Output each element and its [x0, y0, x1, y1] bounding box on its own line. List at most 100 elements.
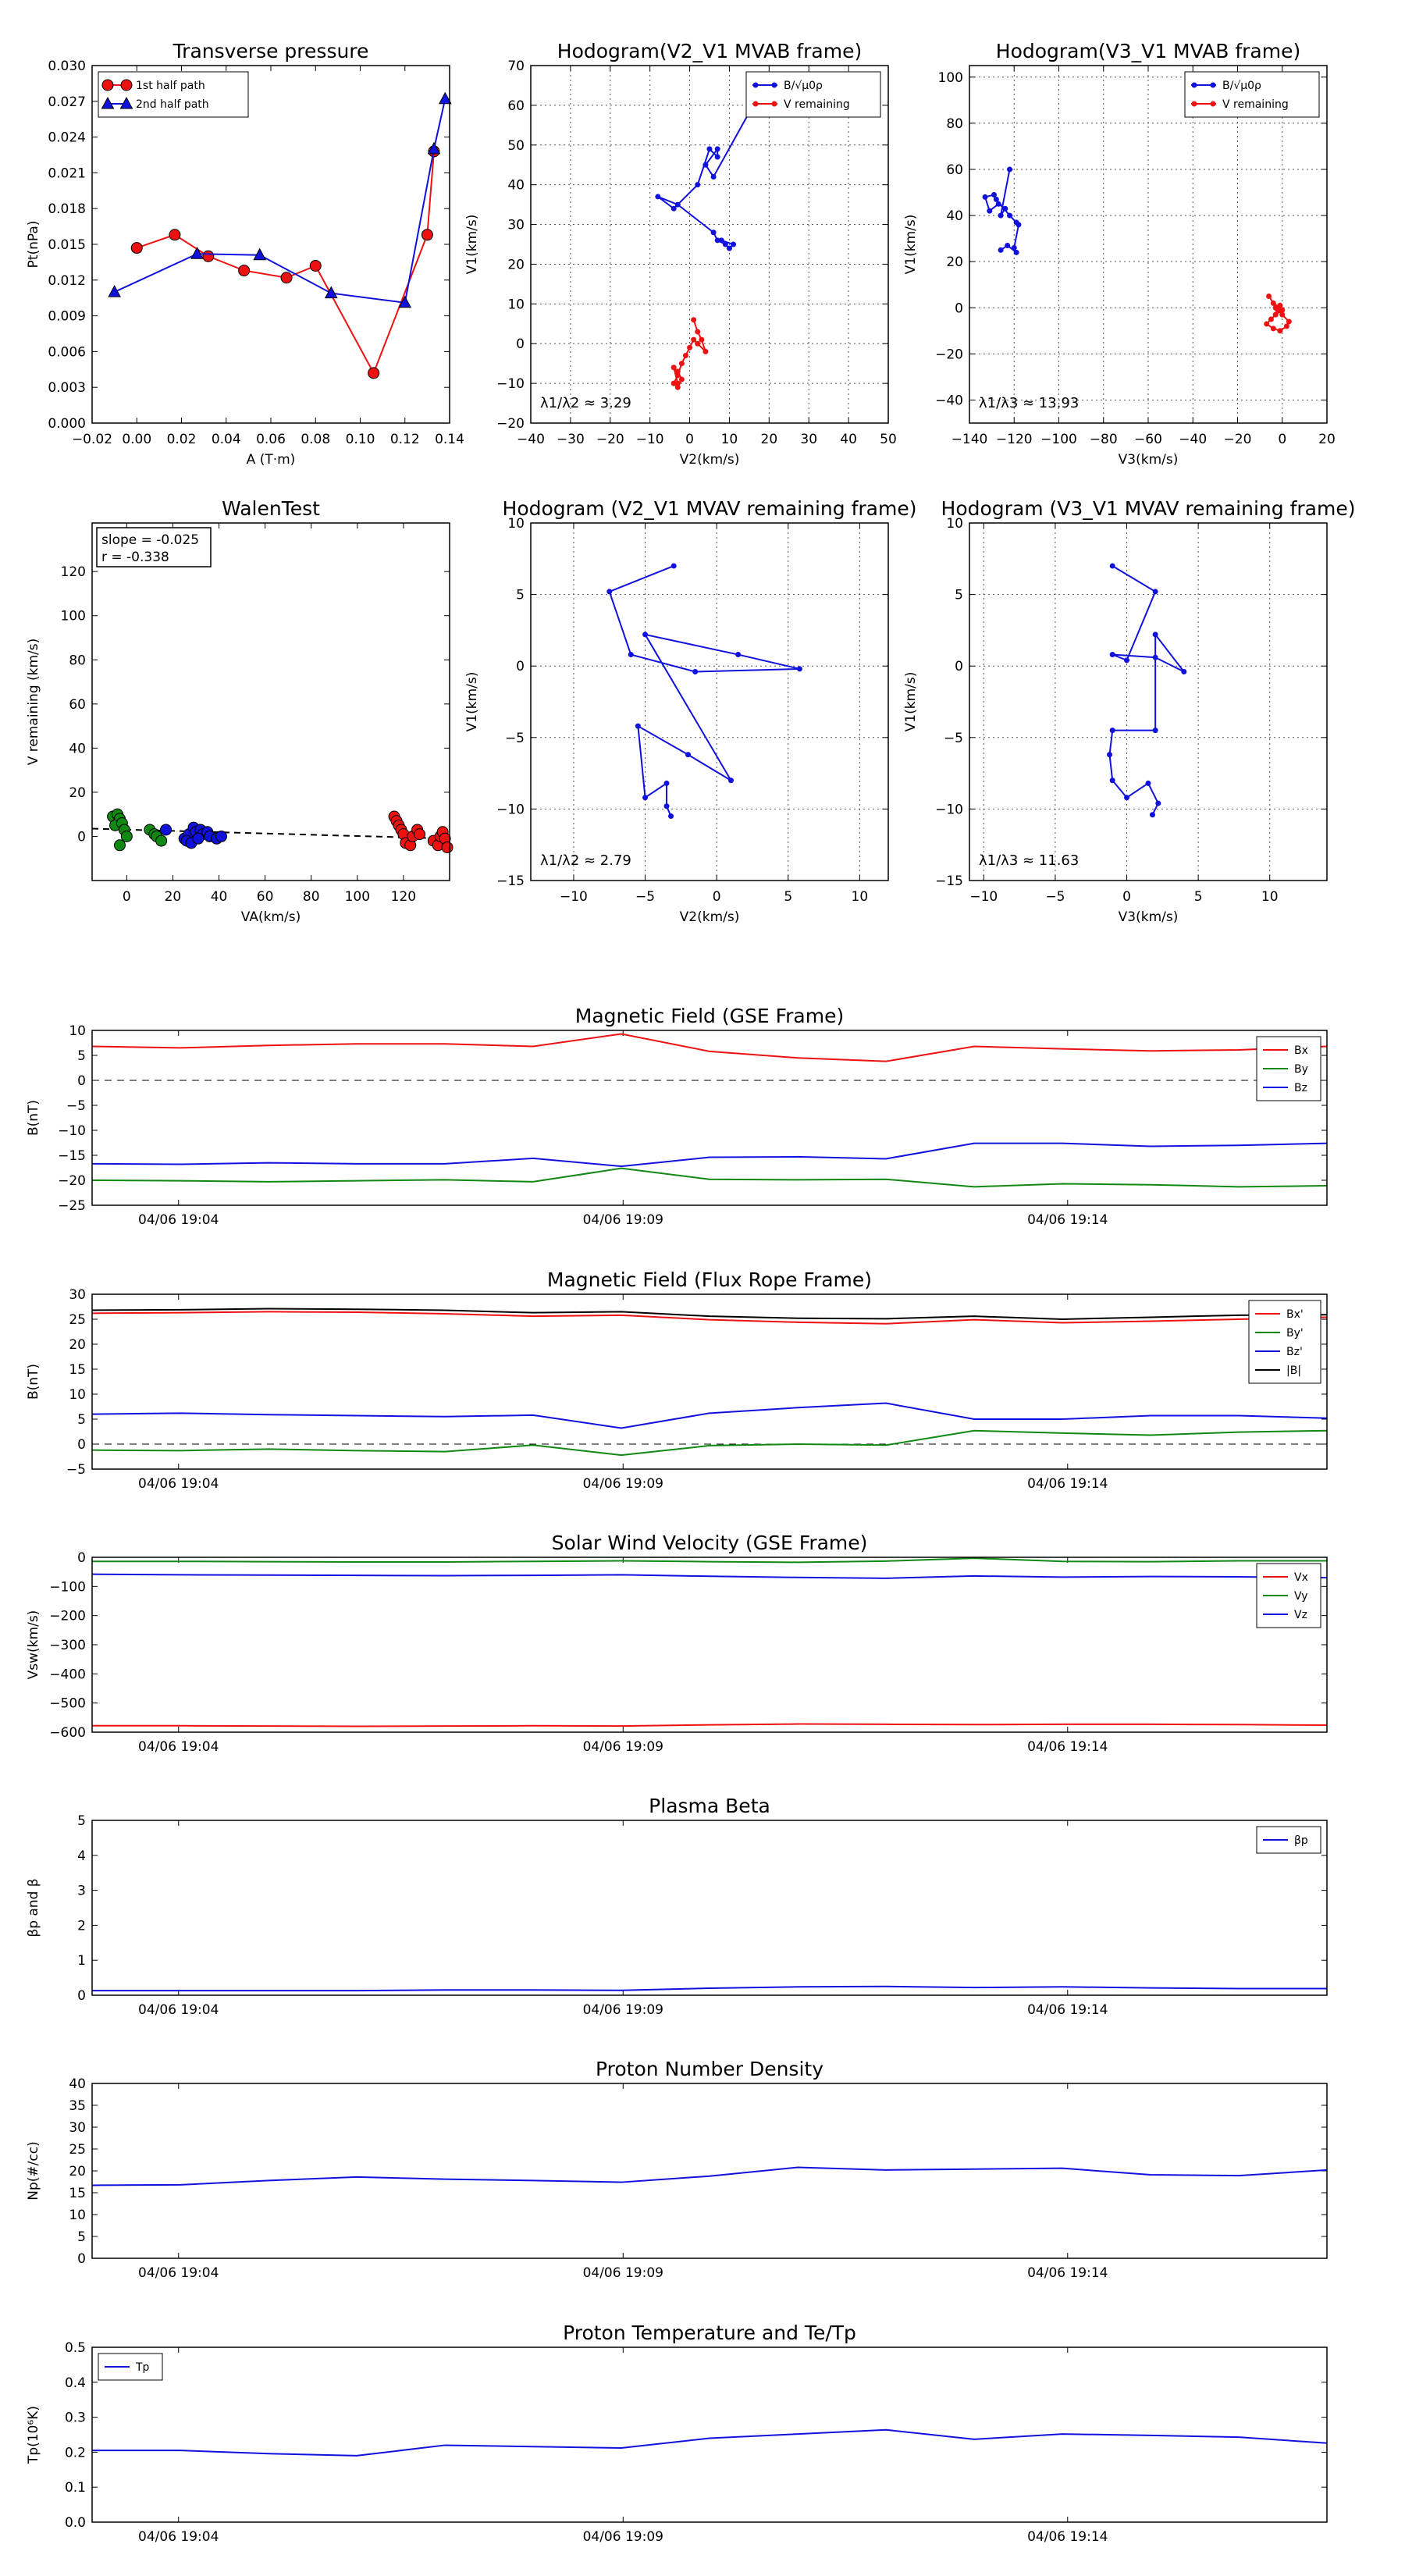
x-axis-label: V3(km/s): [1119, 452, 1179, 468]
series-1: [108, 91, 452, 308]
plot-frame: [91, 2083, 1328, 2259]
legend-entry: By': [1255, 1327, 1304, 1340]
data-point: [710, 229, 717, 236]
legend-entry: By: [1263, 1063, 1308, 1076]
data-point: [695, 182, 701, 188]
data-point: [1109, 652, 1115, 658]
y-tick-label: 0: [77, 1988, 86, 2004]
x-tick-label: 04/06 19:04: [138, 1212, 219, 1228]
y-axis-label: B(nT): [26, 1100, 41, 1136]
data-point: [427, 141, 441, 155]
data-point: [1124, 795, 1130, 801]
y-axis-label: B(nT): [26, 1364, 41, 1400]
data-point: [1286, 318, 1292, 325]
y-tick-label: −25: [58, 1198, 86, 1214]
y-tick-label: 0: [516, 336, 525, 352]
y-tick-label: 60: [507, 98, 525, 114]
data-point: [718, 237, 724, 244]
y-axis-label: Vsw(km/s): [26, 1610, 41, 1680]
x-tick-label: 04/06 19:14: [1027, 2265, 1108, 2281]
data-point: [1283, 323, 1289, 329]
x-tick-label: −30: [557, 432, 585, 447]
y-tick-label: −5: [66, 1462, 86, 1478]
legend-label: Vx: [1294, 1571, 1308, 1584]
y-tick-label: 0: [77, 2251, 86, 2267]
plot-frame: [530, 65, 889, 424]
data-point: [169, 229, 181, 241]
y-tick-label: 0.1: [65, 2480, 86, 2496]
y-tick-label: −5: [66, 1098, 86, 1114]
annotation-frame: [96, 527, 212, 568]
y-tick-label: 25: [69, 2142, 86, 2158]
legend-entry: βp: [1263, 1834, 1308, 1847]
x-tick-label: 04/06 19:14: [1027, 1212, 1108, 1228]
y-tick-label: 1: [77, 1953, 86, 1969]
y-tick-label: 20: [507, 257, 525, 272]
y-tick-label: 3: [77, 1884, 86, 1899]
data-point: [238, 265, 251, 277]
data-point: [628, 652, 634, 658]
data-point: [722, 241, 728, 247]
y-tick-label: −15: [935, 873, 963, 889]
data-point: [202, 250, 215, 262]
y-tick-label: 0.018: [48, 201, 86, 217]
series-0: [982, 166, 1022, 255]
legend: B/√μ0ρ V remaining: [1184, 71, 1320, 118]
y-axis-label: V1(km/s): [464, 215, 480, 275]
data-point: [414, 828, 426, 841]
x-tick-label: −80: [1090, 432, 1118, 447]
x-tick-label: −20: [1224, 432, 1252, 447]
y-tick-label: 0.024: [48, 130, 86, 146]
legend-marker: [752, 101, 759, 107]
x-tick-label: 0.10: [346, 432, 375, 447]
ratio-annotation: λ1/λ2 ≈ 2.79: [540, 852, 631, 869]
y-tick-label: 5: [955, 588, 963, 603]
x-tick-label: −5: [635, 889, 655, 905]
series-line-0: [92, 1985, 1327, 1992]
data-point: [1016, 222, 1022, 228]
chart-title: Proton Number Density: [596, 2058, 823, 2080]
data-point: [642, 795, 649, 801]
x-tick-label: 80: [303, 889, 320, 905]
chart-title: Hodogram(V3_V1 MVAB frame): [996, 40, 1300, 62]
legend: Bx' By' Bz' |B|: [1248, 1300, 1321, 1384]
y-tick-label: −10: [496, 802, 525, 817]
data-point: [702, 348, 709, 354]
chart-title: Hodogram (V3_V1 MVAV remaining frame): [941, 497, 1356, 520]
y-tick-label: 0.009: [48, 309, 86, 325]
x-tick-label: 04/06 19:14: [1027, 1739, 1108, 1755]
data-point: [687, 344, 693, 350]
series-line-0: [91, 1033, 1328, 1062]
y-axis-label: Pt(nPa): [26, 221, 41, 269]
y-tick-label: −600: [49, 1725, 86, 1741]
legend-marker: [771, 101, 777, 107]
data-point: [655, 194, 661, 200]
y-tick-label: 25: [69, 1312, 86, 1328]
data-point: [1002, 205, 1008, 212]
legend-label: V remaining: [784, 98, 850, 111]
data-point: [670, 205, 677, 212]
y-tick-label: 0.5: [65, 2340, 86, 2356]
legend-frame: [1248, 1300, 1321, 1384]
data-point: [670, 365, 677, 371]
chart-title: Hodogram (V2_V1 MVAV remaining frame): [503, 497, 917, 520]
x-tick-label: 04/06 19:09: [583, 1476, 663, 1492]
series-line: [136, 151, 435, 375]
data-point: [130, 242, 143, 254]
data-point: [714, 237, 720, 244]
data-point: [642, 632, 649, 638]
series-line-3: [91, 1308, 1328, 1321]
y-tick-label: 40: [69, 741, 86, 756]
data-point: [113, 839, 126, 852]
legend-label: B/√μ0ρ: [1222, 80, 1261, 92]
data-point: [1277, 302, 1283, 308]
legend-entry: B/√μ0ρ: [1191, 80, 1261, 92]
y-tick-label: −15: [58, 1148, 86, 1164]
y-tick-label: 5: [77, 1813, 86, 1829]
legend-label: βp: [1294, 1834, 1308, 1847]
data-point: [674, 380, 681, 386]
y-tick-label: 20: [69, 1337, 86, 1353]
y-tick-label: 0: [955, 659, 963, 674]
y-tick-label: −300: [49, 1638, 86, 1653]
